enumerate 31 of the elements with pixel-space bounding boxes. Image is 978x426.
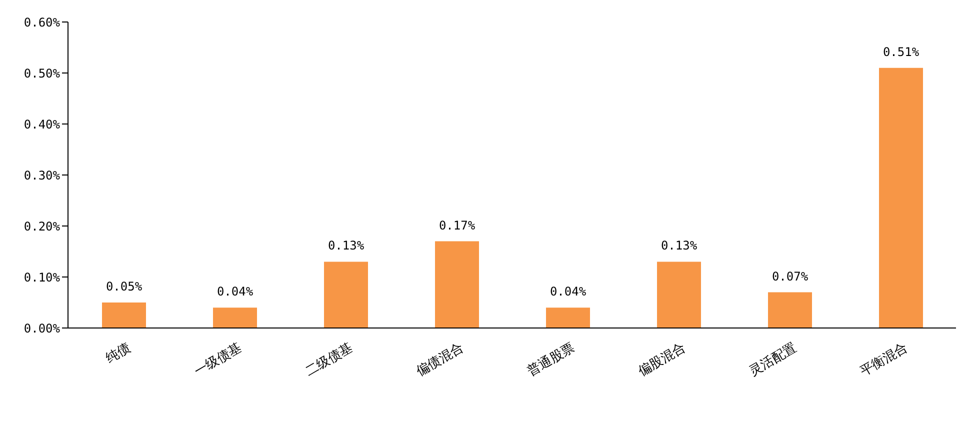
y-tick-label: 0.20% <box>24 219 61 234</box>
data-label: 0.13% <box>660 238 698 253</box>
y-tick-label: 0.10% <box>24 270 61 284</box>
y-tick-label: 0.00% <box>24 321 61 336</box>
bar <box>879 68 923 328</box>
x-tick-label: 普通股票 <box>524 340 578 380</box>
y-tick-label: 0.40% <box>24 117 61 132</box>
data-label: 0.17% <box>438 218 476 232</box>
y-tick-label: 0.30% <box>24 168 61 182</box>
y-tick-label: 0.50% <box>24 66 61 80</box>
y-tick-label: 0.60% <box>24 15 61 30</box>
x-tick-label: 偏股混合 <box>636 340 688 380</box>
bar <box>324 262 368 328</box>
bar <box>768 292 812 328</box>
data-label: 0.13% <box>328 238 365 253</box>
bar <box>213 308 257 328</box>
x-tick-label: 纯债 <box>103 340 134 366</box>
x-tick-label: 偏债混合 <box>414 340 466 380</box>
data-label: 0.07% <box>772 269 809 284</box>
bar <box>102 302 146 328</box>
data-label: 0.51% <box>882 44 920 59</box>
x-tick-label: 平衡混合 <box>858 340 910 380</box>
x-tick-label: 二级债基 <box>302 340 356 380</box>
bar <box>435 241 479 328</box>
bar <box>546 308 590 328</box>
data-label: 0.04% <box>216 284 254 299</box>
x-tick-label: 一级债基 <box>192 340 244 380</box>
x-tick-label: 灵活配置 <box>746 340 800 380</box>
bar <box>657 262 701 328</box>
data-label: 0.04% <box>550 284 587 299</box>
data-label: 0.05% <box>106 280 143 294</box>
